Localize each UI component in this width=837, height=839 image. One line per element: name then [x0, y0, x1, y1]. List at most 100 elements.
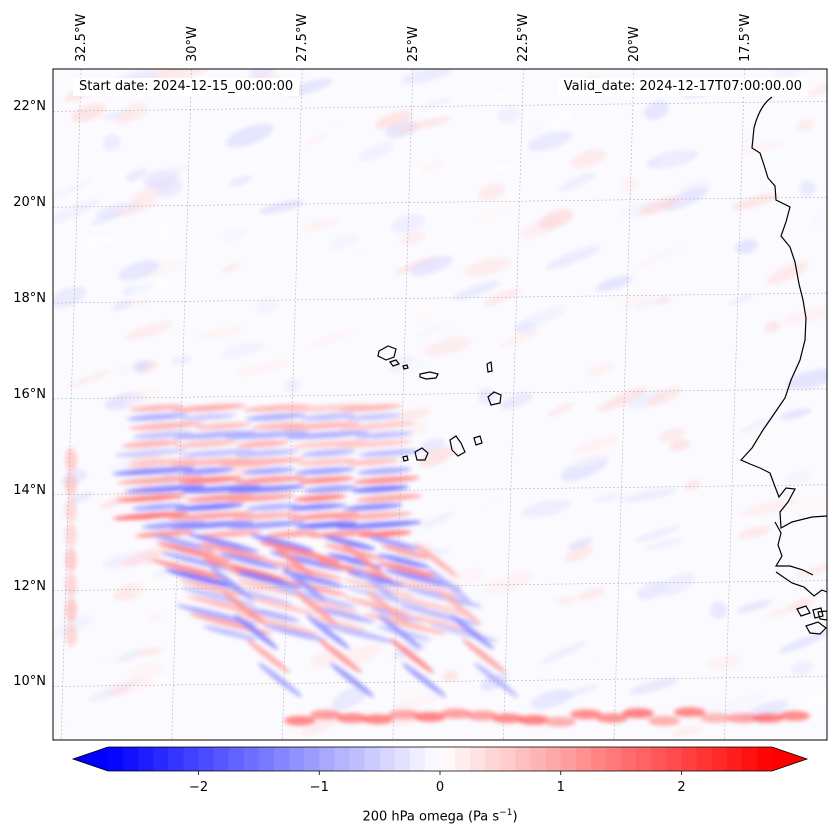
- omega-patch: [345, 458, 400, 466]
- omega-patch: [525, 120, 547, 134]
- colorbar-block: [304, 747, 320, 771]
- omega-patch: [174, 440, 238, 448]
- colorbar-block: [711, 747, 728, 771]
- omega-patch: [172, 355, 191, 366]
- colorbar-block: [590, 747, 607, 771]
- omega-patch: [418, 446, 455, 468]
- parallel-line: [53, 101, 827, 112]
- map-frame: [52, 68, 828, 741]
- omega-patch: [329, 662, 375, 698]
- omega-patch: [235, 449, 299, 457]
- omega-patch: [225, 123, 274, 148]
- omega-patch: [264, 624, 327, 642]
- omega-patch: [185, 494, 255, 502]
- omega-patch: [135, 530, 195, 538]
- cape-verde-boa-vista: [487, 391, 502, 406]
- cape-verde-santa-luzia: [402, 364, 409, 370]
- omega-patch: [796, 118, 815, 131]
- omega-patch: [125, 321, 173, 341]
- valid-date-label: Valid_date: 2024-12-17T07:00:00.00: [557, 78, 808, 96]
- cape-verde-brava: [402, 455, 409, 462]
- omega-patch: [629, 677, 679, 695]
- omega-patch: [353, 476, 420, 484]
- omega-patch: [570, 709, 602, 720]
- omega-patch: [549, 112, 575, 129]
- omega-patch: [269, 542, 315, 578]
- colorbar-block: [379, 747, 396, 771]
- omega-patch: [396, 167, 426, 181]
- colorbar-blocks: [108, 747, 773, 771]
- omega-patch: [766, 607, 793, 619]
- omega-patch: [65, 573, 77, 597]
- omega-patch: [341, 542, 387, 578]
- omega-patch: [461, 638, 507, 674]
- colorbar-tick-label: 2: [677, 780, 686, 795]
- omega-patch: [620, 488, 678, 503]
- omega-patch: [391, 214, 426, 233]
- omega-patch: [53, 720, 70, 731]
- omega-patch: [181, 467, 235, 475]
- omega-patch: [295, 467, 355, 475]
- omega-patch: [288, 503, 347, 511]
- omega-patch: [388, 694, 445, 709]
- omega-patch: [312, 616, 368, 632]
- omega-patch: [218, 457, 306, 467]
- omega-patch: [399, 229, 426, 246]
- longitude-label: 32.5°W: [74, 13, 90, 62]
- longitude-label: 30°W: [184, 26, 200, 62]
- omega-patch: [248, 596, 317, 616]
- cape-verde-sao-vicente: [389, 359, 400, 367]
- colorbar-block: [500, 747, 516, 771]
- omega-patch: [791, 168, 815, 180]
- omega-patch: [437, 590, 483, 626]
- omega-patch: [301, 714, 342, 736]
- omega-patch: [571, 435, 620, 455]
- omega-patch: [156, 642, 187, 657]
- omega-patch: [65, 448, 77, 472]
- omega-patch: [219, 552, 280, 570]
- colorbar-tick-label: 0: [435, 780, 445, 795]
- omega-patch: [400, 69, 452, 85]
- omega-patch: [587, 648, 627, 663]
- omega-patch: [538, 208, 574, 230]
- omega-patch: [633, 525, 680, 543]
- longitude-label: 27.5°W: [295, 13, 311, 62]
- omega-patch: [658, 428, 685, 442]
- omega-patch: [800, 686, 827, 708]
- omega-patch: [809, 206, 827, 228]
- omega-patch: [358, 449, 422, 457]
- omega-patch: [68, 491, 94, 504]
- latitude-label: 18°N: [13, 291, 46, 307]
- omega-field: [53, 69, 827, 740]
- omega-patch: [648, 715, 680, 726]
- omega-patch: [596, 713, 628, 724]
- latitude-label: 16°N: [13, 386, 46, 402]
- omega-patch: [498, 329, 541, 348]
- omega-patch: [126, 413, 189, 421]
- colorbar-block: [349, 747, 365, 771]
- omega-patch: [594, 726, 612, 736]
- omega-patch: [132, 431, 194, 439]
- omega-patch: [671, 726, 703, 737]
- omega-patch: [151, 559, 233, 581]
- omega-patch: [295, 521, 358, 529]
- colorbar-block: [455, 747, 471, 771]
- omega-patch: [323, 535, 376, 551]
- omega-patch: [294, 494, 347, 502]
- omega-patch: [245, 503, 300, 511]
- omega-patch: [707, 654, 744, 670]
- omega-patch: [300, 413, 356, 421]
- omega-patch: [466, 710, 498, 721]
- gridlines: [53, 69, 827, 740]
- omega-patch: [131, 580, 163, 597]
- omega-patch: [235, 359, 292, 377]
- omega-patch: [305, 614, 351, 650]
- omega-patch: [65, 473, 77, 497]
- omega-patch: [195, 326, 244, 340]
- omega-patch: [225, 494, 296, 502]
- omega-patch: [111, 300, 133, 311]
- omega-patch: [804, 81, 827, 98]
- omega-patch: [315, 607, 375, 623]
- omega-patch: [646, 386, 682, 406]
- omega-patch: [316, 559, 395, 581]
